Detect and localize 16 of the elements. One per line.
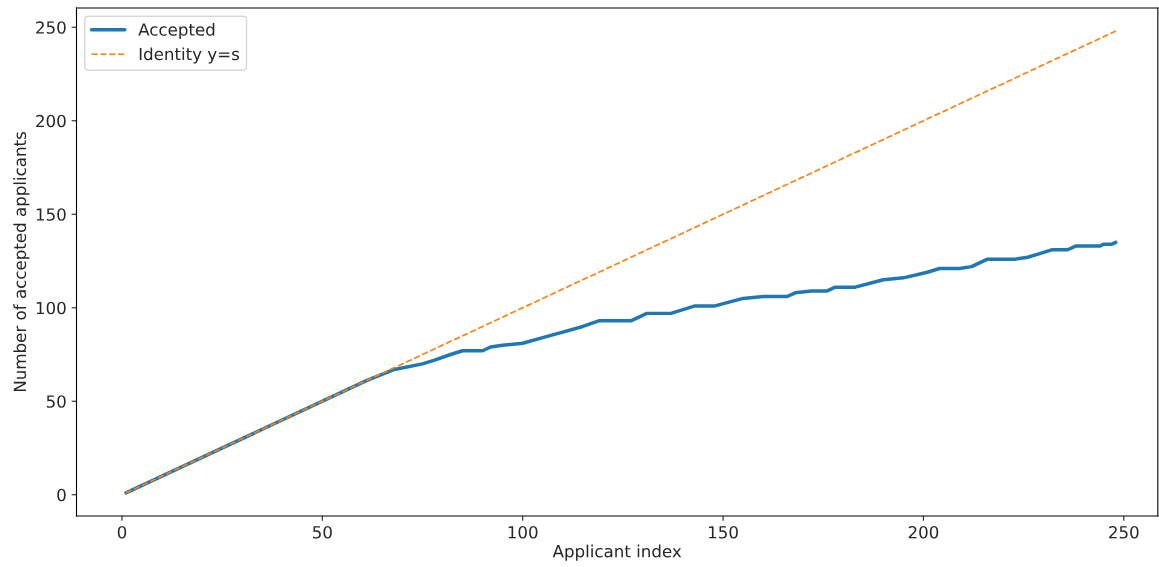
x-tick-label: 250 — [1109, 525, 1139, 539]
y-tick-label: 50 — [46, 395, 66, 408]
x-tick-label: 200 — [908, 525, 939, 539]
x-tick-label: 50 — [313, 525, 332, 539]
x-tick-label: 0 — [117, 525, 127, 539]
y-tick-label: 150 — [36, 208, 66, 221]
legend-label: Accepted — [138, 22, 215, 40]
y-tick-label: 0 — [57, 488, 66, 502]
y-tick-label: 200 — [36, 114, 66, 128]
y-tick-label: 250 — [36, 21, 66, 34]
x-tick-label: 100 — [508, 525, 538, 539]
legend-label: Identity y=s — [139, 47, 240, 64]
y-axis-title: Number of accepted applicants — [13, 132, 30, 392]
y-tick-label: 100 — [36, 301, 66, 315]
x-axis-title: Applicant index — [552, 544, 682, 561]
x-tick-label: 150 — [708, 525, 738, 539]
